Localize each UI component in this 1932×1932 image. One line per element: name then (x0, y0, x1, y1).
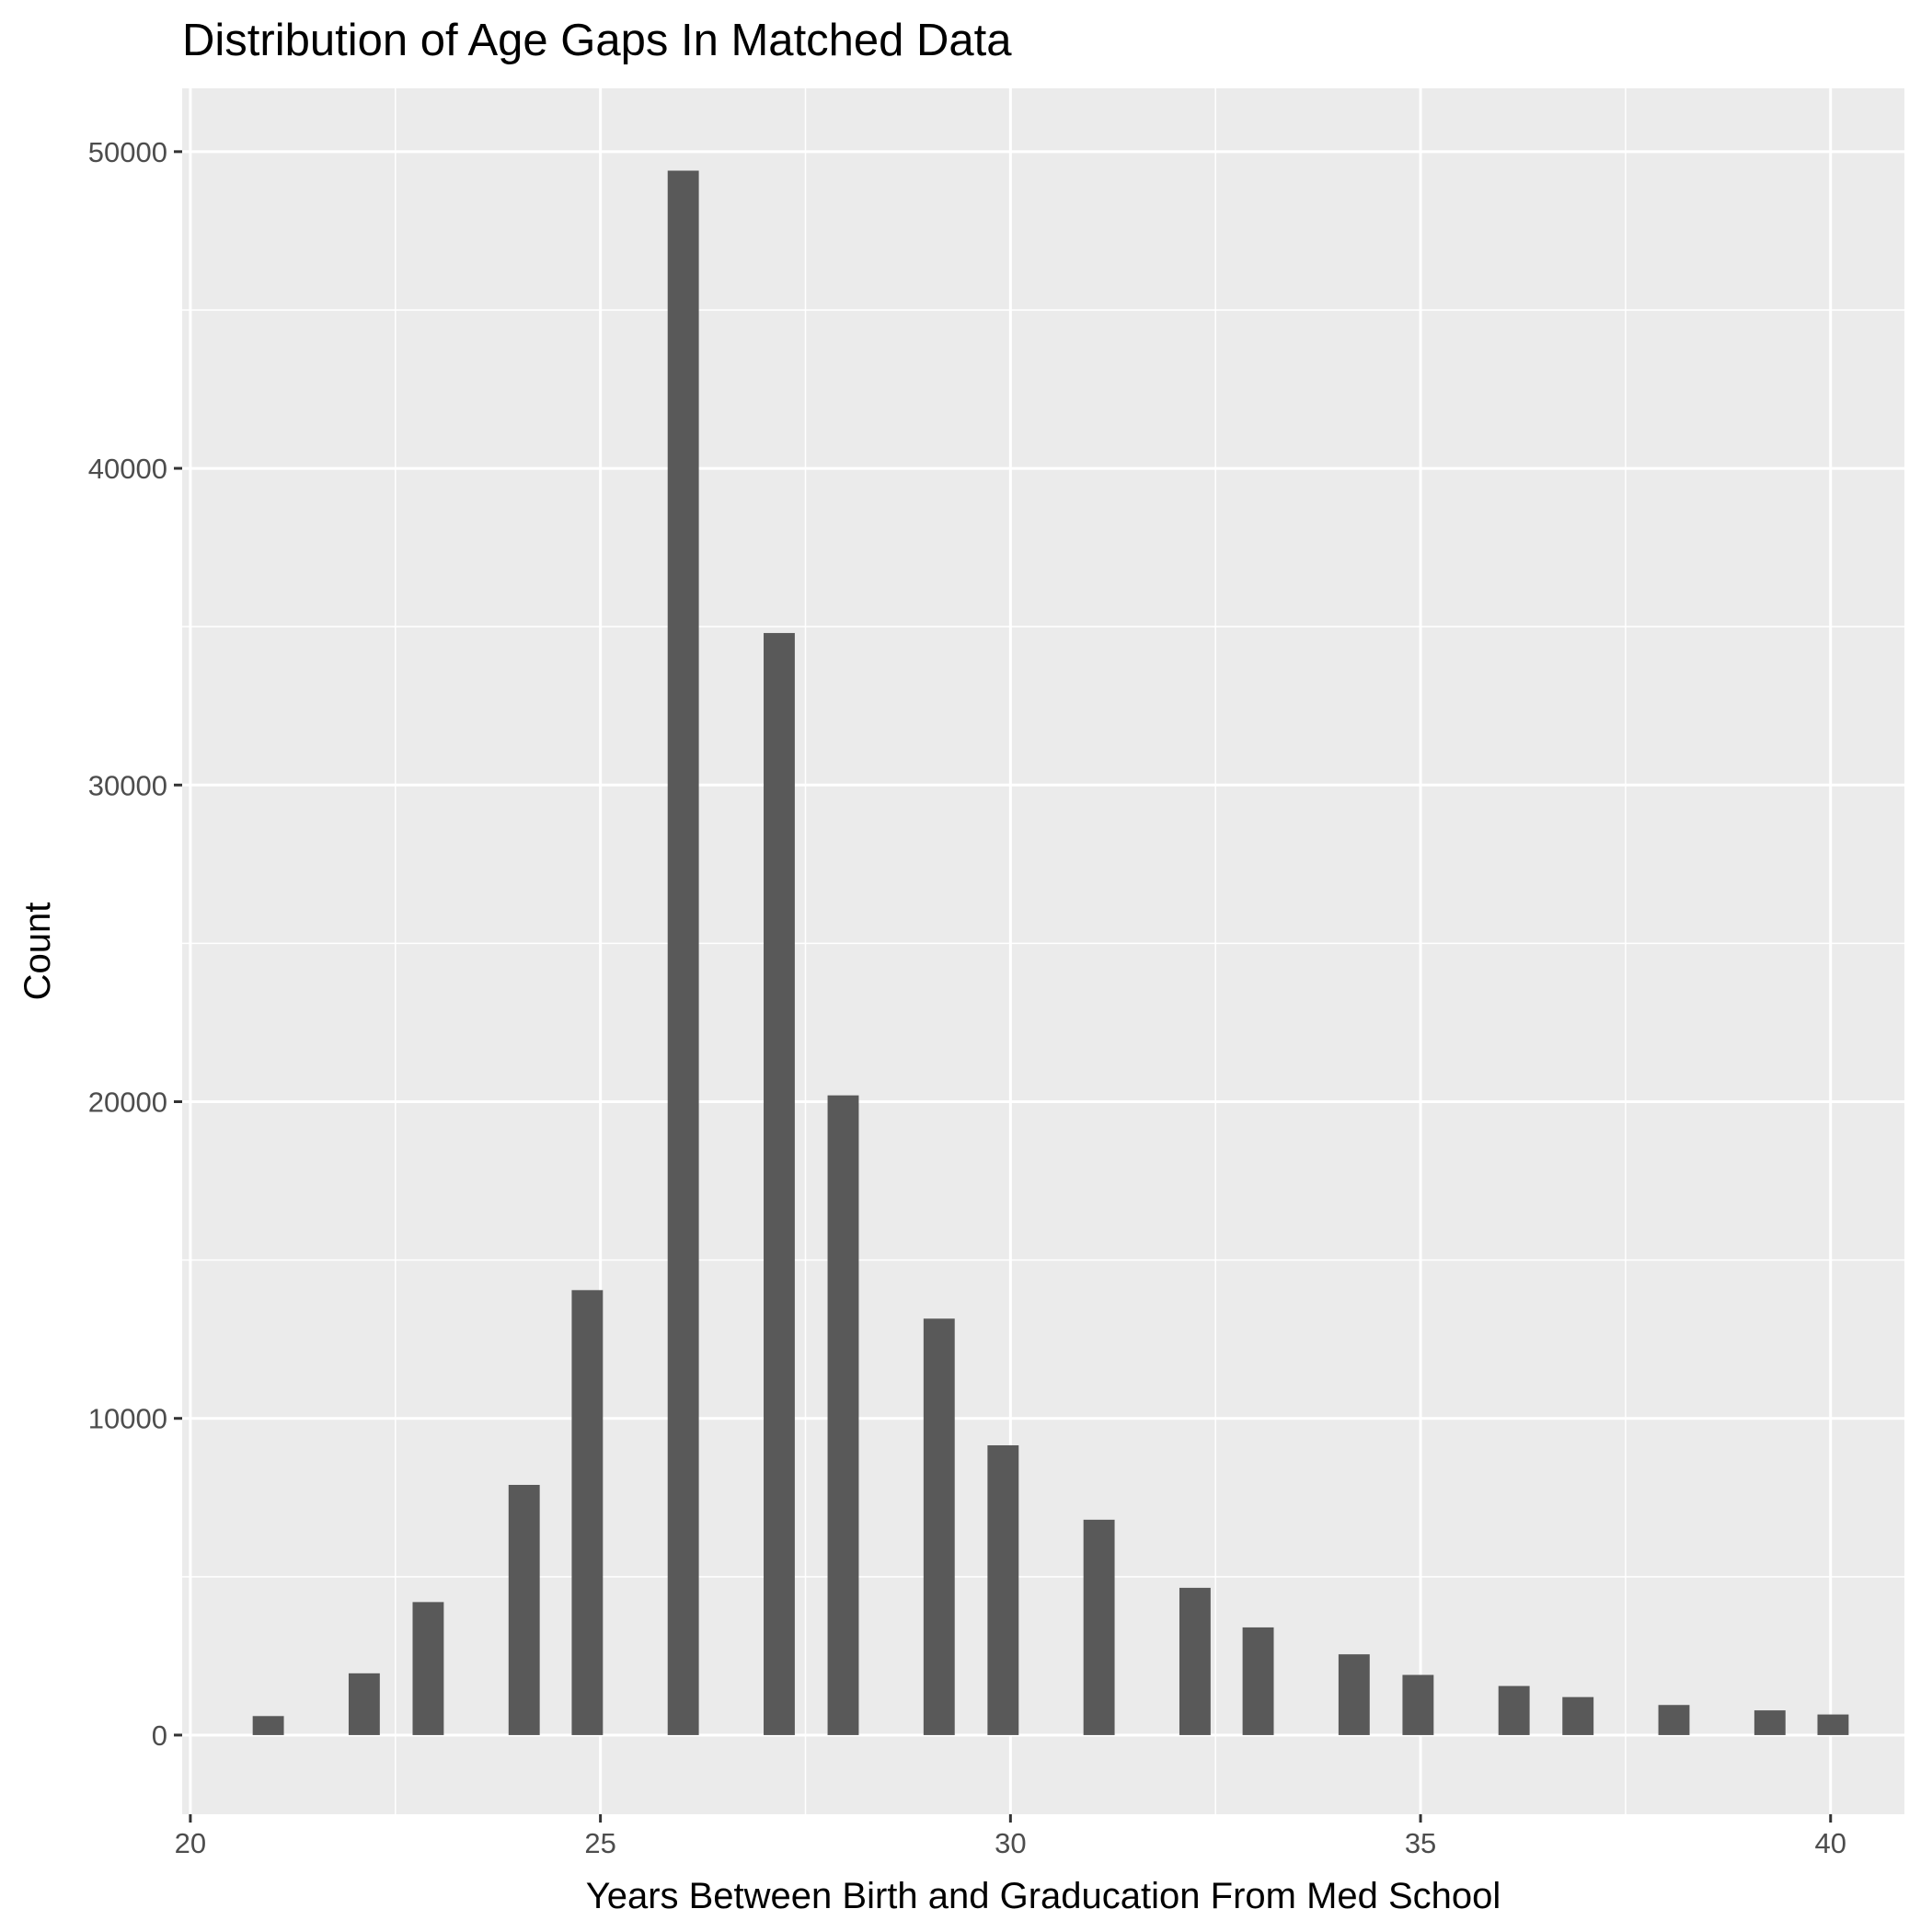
bar-9 (923, 1318, 955, 1735)
bar-8 (827, 1095, 859, 1735)
y-tick-label: 40000 (88, 453, 167, 485)
bar-17 (1562, 1696, 1594, 1735)
x-axis: 20 25 30 35 40 (175, 1814, 1846, 1859)
bar-2 (348, 1673, 380, 1735)
bar-16 (1498, 1685, 1530, 1735)
bar-18 (1658, 1705, 1690, 1735)
bar-15 (1402, 1674, 1434, 1735)
y-axis: 0 10000 20000 30000 40000 50000 (88, 136, 182, 1752)
bar-1 (252, 1716, 284, 1735)
plot-panel (182, 88, 1904, 1814)
y-tick-label: 20000 (88, 1087, 167, 1119)
bar-6 (667, 170, 699, 1735)
y-tick-label: 30000 (88, 769, 167, 801)
bar-10 (987, 1444, 1019, 1735)
bar-19 (1754, 1710, 1786, 1735)
x-axis-title: Years Between Birth and Graducation From… (586, 1876, 1501, 1916)
bar-4 (508, 1485, 540, 1735)
bar-13 (1242, 1627, 1274, 1735)
minor-gridlines (182, 88, 1904, 1814)
bar-14 (1338, 1654, 1370, 1735)
x-tick-label: 35 (1405, 1827, 1436, 1859)
y-axis-title: Count (17, 903, 58, 1001)
x-tick-label: 30 (995, 1827, 1026, 1859)
x-tick-label: 40 (1815, 1827, 1846, 1859)
bars (252, 170, 1849, 1735)
bar-7 (764, 633, 795, 1735)
major-gridlines (182, 88, 1904, 1814)
y-tick-label: 10000 (88, 1403, 167, 1435)
y-tick-label: 0 (152, 1719, 167, 1752)
x-tick-label: 25 (584, 1827, 615, 1859)
y-tick-label: 50000 (88, 136, 167, 168)
bar-3 (412, 1602, 444, 1735)
chart-title: Distribution of Age Gaps In Matched Data (182, 16, 1012, 65)
bar-12 (1179, 1587, 1211, 1735)
bar-5 (571, 1290, 604, 1735)
bar-20 (1817, 1714, 1849, 1735)
bar-11 (1083, 1519, 1115, 1735)
x-tick-label: 20 (175, 1827, 206, 1859)
